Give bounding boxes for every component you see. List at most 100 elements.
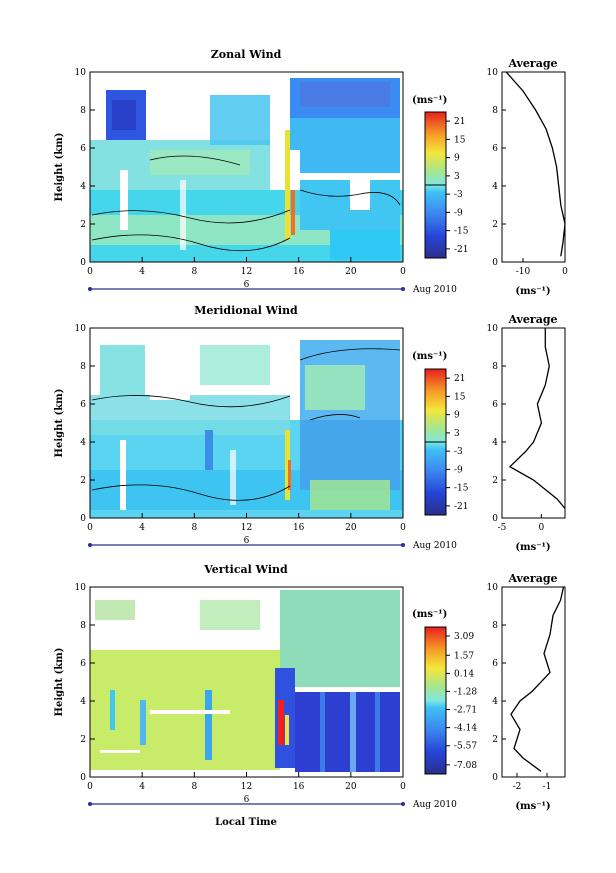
zonal-xtick-label: 0 (400, 267, 406, 277)
meridional-day-bar-start (88, 543, 92, 547)
meridional-ytick-label: 6 (80, 400, 86, 410)
zonal-colorbar-label: -3 (454, 190, 463, 200)
meridional-colorbar-unit: (ms⁻¹) (412, 351, 447, 362)
meridional-colorbar-label: 21 (454, 374, 465, 384)
zonal-average-ytick-label: 6 (492, 144, 498, 154)
zonal-wind-panel: Zonal Wind (ms⁻¹) (89, 48, 566, 297)
vertical-colorbar-label: -4.14 (454, 724, 477, 734)
meridional-average-xtick-label: -5 (498, 523, 507, 533)
vertical-colorbar-label: -7.08 (454, 761, 477, 771)
vertical-average-profile-line (510, 586, 565, 772)
zonal-average-xtick-label: 0 (562, 267, 568, 277)
vertical-colorbar-label: 0.14 (454, 669, 474, 679)
zonal-xtick-label: 0 (87, 267, 93, 277)
zonal-day-bar-start (88, 287, 92, 291)
zonal-ytick-label: 2 (80, 220, 86, 230)
vertical-average-ytick-label: 4 (492, 697, 498, 707)
meridional-ytick-label: 2 (80, 476, 86, 486)
vertical-colorbar-label: -2.71 (454, 705, 477, 715)
zonal-average-xtick-label: -10 (516, 267, 531, 277)
meridional-average-ytick-label: 6 (492, 400, 498, 410)
meridional-average-ytick-label: 4 (492, 438, 498, 448)
meridional-ytick-label: 0 (80, 514, 86, 524)
meridional-colorbar: (ms⁻¹) (412, 351, 447, 516)
meridional-date-label: Aug 2010 (412, 541, 457, 551)
zonal-colorbar-label: -9 (454, 208, 463, 218)
vertical-xtick-label: 20 (345, 782, 357, 792)
vertical-average-xtick-label: -2 (513, 782, 522, 792)
zonal-xtick-label: 4 (139, 267, 145, 277)
meridional-colorbar-label: -21 (454, 502, 469, 512)
vertical-ytick-label: 6 (80, 659, 86, 669)
meridional-xtick-label: 4 (139, 523, 145, 533)
meridional-ytick-label: 4 (80, 438, 86, 448)
zonal-colorbar-label: 3 (454, 172, 460, 182)
meridional-average-panel: Average (ms⁻¹) (501, 313, 566, 553)
zonal-average-ytick-label: 8 (492, 106, 498, 116)
vertical-xtick-label: 8 (191, 782, 197, 792)
zonal-average-xlabel: (ms⁻¹) (515, 286, 550, 297)
vertical-average-ytick-label: 8 (492, 621, 498, 631)
zonal-ytick-label: 0 (80, 258, 86, 268)
vertical-colorbar-label: 3.09 (454, 632, 474, 642)
vertical-xtick-label: 4 (139, 782, 145, 792)
vertical-average-ytick-label: 10 (487, 583, 499, 593)
zonal-colorbar-label: 15 (454, 135, 466, 145)
vertical-colorbar: (ms⁻¹) (412, 609, 447, 775)
vertical-heatmap (90, 587, 403, 777)
vertical-colorbar-label: 1.57 (454, 651, 474, 661)
meridional-day-bar-end (401, 543, 405, 547)
vertical-date-label: Aug 2010 (412, 800, 457, 810)
meridional-xtick-label: 20 (345, 523, 357, 533)
vertical-xtick-label: 0 (400, 782, 406, 792)
meridional-wind-title: Meridional Wind (194, 304, 298, 317)
meridional-day-label: 6 (244, 536, 250, 546)
vertical-average-title: Average (507, 572, 557, 585)
zonal-average-ytick-label: 0 (492, 258, 498, 268)
vertical-colorbar-unit: (ms⁻¹) (412, 609, 447, 620)
zonal-xtick-label: 16 (293, 267, 305, 277)
zonal-wind-title: Zonal Wind (211, 48, 282, 61)
meridional-average-xtick-label: 0 (539, 523, 545, 533)
meridional-ytick-label: 10 (75, 324, 87, 334)
vertical-colorbar-label: -1.28 (454, 687, 477, 697)
zonal-average-profile-line (505, 71, 566, 257)
meridional-colorbar-label: 15 (454, 392, 466, 402)
zonal-colorbar-unit: (ms⁻¹) (412, 95, 447, 106)
zonal-average-ytick-label: 10 (487, 68, 499, 78)
meridional-xtick-label: 0 (400, 523, 406, 533)
zonal-ylabel: Height (km) (54, 133, 65, 202)
meridional-xtick-label: 12 (241, 523, 252, 533)
meridional-colorbar-label: 3 (454, 429, 460, 439)
meridional-colorbar-label: 9 (454, 411, 460, 421)
zonal-day-label: 6 (244, 280, 250, 290)
vertical-day-bar-start (88, 802, 92, 806)
vertical-ytick-label: 8 (80, 621, 86, 631)
meridional-average-ytick-label: 2 (492, 476, 498, 486)
meridional-average-frame (501, 327, 566, 519)
meridional-colorbar-label: -3 (454, 447, 463, 457)
vertical-wind-title: Vertical Wind (203, 563, 288, 576)
meridional-average-ytick-label: 0 (492, 514, 498, 524)
vertical-xtick-label: 0 (87, 782, 93, 792)
zonal-ytick-label: 8 (80, 106, 86, 116)
vertical-average-panel: Average (ms⁻¹) (501, 572, 566, 812)
vertical-ylabel: Height (km) (54, 648, 65, 717)
zonal-day-bar-end (401, 287, 405, 291)
zonal-xtick-label: 12 (241, 267, 252, 277)
vertical-ytick-label: 4 (80, 697, 86, 707)
zonal-colorbar: (ms⁻¹) (412, 95, 447, 259)
meridional-average-title: Average (507, 313, 557, 326)
zonal-average-title: Average (507, 57, 557, 70)
zonal-xtick-label: 20 (345, 267, 357, 277)
vertical-xtick-label: 16 (293, 782, 305, 792)
vertical-average-ytick-label: 6 (492, 659, 498, 669)
vertical-average-ytick-label: 2 (492, 735, 498, 745)
meridional-colorbar-label: -9 (454, 465, 463, 475)
vertical-ytick-label: 10 (75, 583, 87, 593)
meridional-average-ytick-label: 10 (487, 324, 499, 334)
meridional-average-profile-line (508, 328, 566, 509)
vertical-wind-panel: Vertical Wind (ms⁻¹) (89, 563, 566, 828)
